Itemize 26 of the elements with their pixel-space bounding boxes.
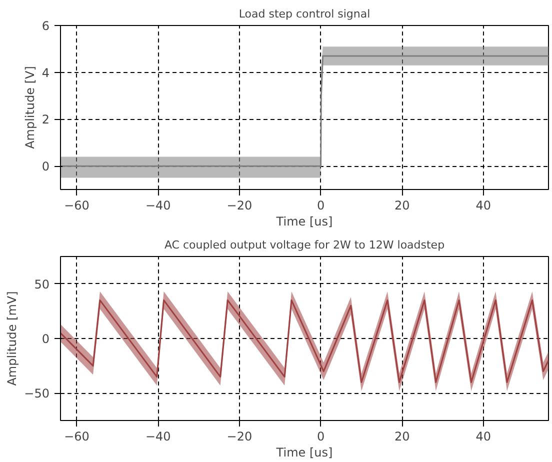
y-tick-label: 6	[42, 19, 50, 33]
x-tick-label: 0	[316, 430, 325, 444]
y-axis-title: Amplitude [mV]	[5, 291, 20, 386]
x-tick-label: −20	[226, 430, 252, 444]
x-tick-label: −60	[64, 198, 90, 212]
x-tick-label: −40	[145, 198, 171, 212]
x-tick-label: 20	[394, 430, 410, 444]
y-tick-label: 4	[42, 66, 50, 80]
x-tick-label: −60	[64, 430, 90, 444]
y-tick-label: 50	[34, 277, 50, 292]
chart-title: Load step control signal	[238, 8, 370, 20]
x-tick-label: −20	[226, 198, 252, 212]
x-tick-label: 40	[476, 198, 492, 212]
x-axis-title: Time [us]	[275, 214, 333, 228]
y-tick-label: 0	[42, 160, 50, 174]
y-axis-title: Amplitude [V]	[22, 66, 37, 149]
x-axis-title: Time [us]	[275, 446, 333, 460]
chart-title: AC coupled output voltage for 2W to 12W loadstep	[164, 238, 445, 252]
x-tick-label: 40	[476, 430, 492, 444]
y-tick-label: 0	[42, 332, 50, 346]
y-tick-label: 2	[42, 112, 50, 127]
y-tick-label: −50	[24, 386, 50, 401]
x-tick-label: 0	[316, 198, 325, 212]
line-series	[60, 299, 548, 383]
x-tick-label: −40	[145, 430, 171, 444]
x-tick-label: 20	[394, 198, 410, 212]
